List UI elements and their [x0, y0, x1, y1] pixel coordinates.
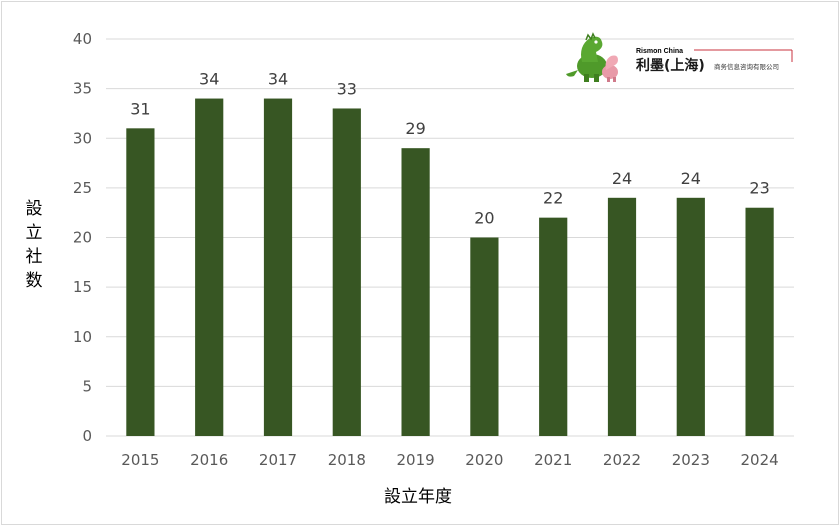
y-axis-title-char: 設	[26, 199, 43, 219]
logo-cn-text: 利墨(上海)	[636, 57, 705, 74]
x-axis-title: 設立年度	[384, 487, 452, 507]
bar	[401, 148, 430, 437]
x-tick-label: 2021	[534, 451, 572, 469]
logo-sub-text: 商务信息咨询有限公司	[714, 62, 779, 71]
y-axis-ticks: 0 5 10 15 20 25 30 35 40	[73, 30, 92, 445]
y-tick-label: 10	[73, 328, 92, 346]
y-tick-label: 20	[73, 229, 92, 247]
x-tick-label: 2020	[465, 451, 503, 469]
data-label: 34	[268, 70, 288, 89]
bar	[470, 237, 499, 436]
logo-en-text: Rismon China	[636, 48, 683, 55]
bar	[332, 108, 361, 436]
data-labels: 31 34 34 33 29 20 22 24 24 23	[130, 70, 770, 228]
x-axis-ticks: 2015 2016 2017 2018 2019 2020 2021 2022 2023 2024	[121, 451, 778, 469]
bar	[263, 98, 293, 437]
x-tick-label: 2017	[259, 451, 297, 469]
bar	[676, 197, 705, 436]
bars	[126, 98, 774, 437]
y-tick-label: 15	[73, 278, 92, 296]
y-tick-label: 35	[73, 80, 92, 98]
x-tick-label: 2024	[741, 451, 779, 469]
bar	[745, 207, 774, 436]
data-label: 22	[543, 189, 563, 208]
y-tick-label: 30	[73, 129, 92, 147]
x-tick-label: 2023	[672, 451, 710, 469]
data-label: 29	[405, 119, 425, 138]
x-tick-label: 2022	[603, 451, 641, 469]
x-tick-label: 2016	[190, 451, 228, 469]
y-axis-title-char: 社	[26, 247, 43, 267]
data-label: 23	[749, 179, 769, 198]
x-tick-label: 2019	[397, 451, 435, 469]
data-label: 31	[130, 99, 150, 118]
bar	[126, 128, 155, 436]
data-label: 34	[199, 70, 219, 89]
x-tick-label: 2018	[328, 451, 366, 469]
bar	[539, 217, 568, 436]
company-logo: Rismon China 利墨(上海) 商务信息咨询有限公司	[566, 32, 793, 82]
y-tick-label: 40	[73, 30, 92, 48]
y-axis-title-char: 立	[26, 223, 43, 243]
dinosaur-logo-icon	[566, 32, 618, 82]
data-label: 24	[681, 169, 701, 188]
bar	[195, 98, 224, 437]
y-tick-label: 5	[82, 377, 92, 395]
x-tick-label: 2015	[121, 451, 159, 469]
y-axis-title-char: 数	[26, 271, 43, 291]
y-tick-label: 25	[73, 179, 92, 197]
y-tick-label: 0	[82, 427, 92, 445]
data-label: 20	[474, 209, 494, 228]
bar	[607, 197, 637, 436]
data-label: 24	[612, 169, 632, 188]
data-label: 33	[337, 79, 357, 98]
